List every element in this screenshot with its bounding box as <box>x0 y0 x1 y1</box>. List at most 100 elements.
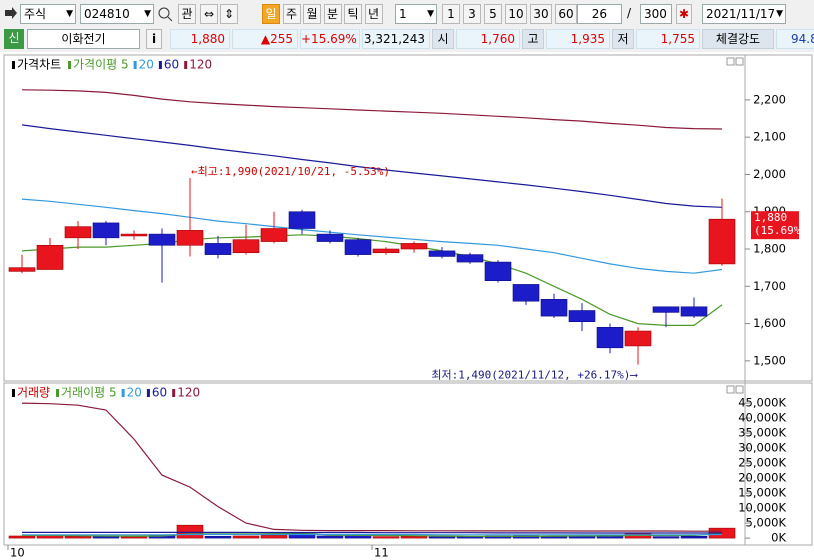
search-icon[interactable] <box>167 16 173 22</box>
legend-marker <box>12 61 15 69</box>
volume-bar <box>64 535 92 539</box>
code: 024810 <box>84 7 130 21</box>
volume-bar <box>92 536 120 539</box>
ma-line <box>21 89 723 130</box>
interval-button[interactable]: 60 <box>555 4 577 24</box>
candle-body <box>512 284 540 302</box>
unit-select[interactable]: 1 ▼ <box>395 4 437 24</box>
candle-body <box>260 228 288 242</box>
info-button[interactable]: i <box>146 29 162 49</box>
x-tick-label: 11 <box>374 546 389 560</box>
interval-button[interactable]: 5 <box>484 4 502 24</box>
legend-label: 120 <box>189 58 212 72</box>
panel-title: 거래량 <box>17 386 50 400</box>
legend-label: 거래이평 5 <box>61 386 117 400</box>
period-button[interactable]: 분 <box>323 4 342 24</box>
code-input[interactable]: 024810 ▼ <box>80 4 154 24</box>
low: 1,755 <box>636 29 700 49</box>
price-tag: (15.69%) <box>754 224 807 237</box>
panel-control[interactable] <box>726 57 735 66</box>
legend-marker <box>56 389 59 397</box>
candle-body <box>568 310 596 323</box>
volume-bar <box>344 535 372 539</box>
search-icon[interactable] <box>158 7 170 19</box>
panel-control[interactable] <box>726 385 735 394</box>
legend-label: 20 <box>127 386 142 400</box>
market-select[interactable]: 주식 ▼ <box>20 4 76 24</box>
total-input[interactable]: 300 <box>640 4 672 24</box>
volume: 3,321,243 <box>362 29 430 49</box>
y-tick-label: 40,000K <box>738 411 786 425</box>
unit: 1 <box>399 7 407 21</box>
legend-label: 가격이평 5 <box>73 58 129 72</box>
candle-body <box>204 243 232 255</box>
price-tag: 1,880 <box>754 211 787 224</box>
candle-body <box>596 326 624 349</box>
y-tick-label: 20,000K <box>738 471 786 485</box>
change: ▲255 <box>232 29 298 49</box>
interval-button[interactable]: 10 <box>505 4 527 24</box>
price-tag-bg <box>751 211 799 240</box>
volume-bar <box>652 536 680 539</box>
x-tick-label: 10 <box>10 546 25 560</box>
candle-body <box>316 233 344 242</box>
ma-line <box>21 198 723 274</box>
y-tick-label: 35,000K <box>738 426 786 440</box>
legend-label: 60 <box>152 386 167 400</box>
y-tick-label: 25,000K <box>738 456 786 470</box>
y-tick-label: 1,800 <box>753 242 786 256</box>
candle-body <box>36 244 64 270</box>
legend-label: 20 <box>139 58 154 72</box>
candle-body <box>176 230 204 246</box>
icon-button[interactable]: ⇔ <box>200 4 218 24</box>
interval-button[interactable]: 3 <box>463 4 481 24</box>
candle-body <box>428 250 456 257</box>
period-button[interactable]: 일 <box>262 4 280 24</box>
y-tick-label: 2,000 <box>753 167 786 181</box>
candle-body <box>372 248 400 254</box>
candle-body <box>148 233 176 246</box>
count-input[interactable]: 26 <box>577 4 622 24</box>
stock-name: 이화전기 <box>27 29 140 49</box>
menu-icon[interactable] <box>5 7 17 19</box>
volume-bar <box>428 536 456 539</box>
period-button[interactable]: 년 <box>364 4 383 24</box>
period-button[interactable]: 월 <box>303 4 321 24</box>
candle-body <box>92 222 120 239</box>
refresh-button[interactable]: ✱ <box>676 4 692 24</box>
price: 1,880 <box>170 29 230 49</box>
volume-panel <box>3 382 813 546</box>
interval-button[interactable]: 1 <box>442 4 460 24</box>
date-select[interactable]: 2021/11/17 ▼ <box>702 4 786 24</box>
candle-body <box>456 254 484 263</box>
open-label: 시 <box>432 29 454 49</box>
volume-bar <box>232 535 260 539</box>
legend-marker <box>146 389 150 397</box>
candle-body <box>708 218 736 265</box>
y-tick-label: 5,000K <box>746 516 787 530</box>
candle-body <box>400 243 428 250</box>
y-tick-label: 1,600 <box>753 316 786 330</box>
legend-label: 120 <box>177 386 200 400</box>
period-button[interactable]: 주 <box>282 4 301 24</box>
ma-line <box>21 402 722 532</box>
candle-body <box>120 233 148 237</box>
y-tick-label: 1,700 <box>753 279 786 293</box>
volume-bar <box>120 536 148 539</box>
volume-bar <box>372 536 400 539</box>
y-tick-label: 2,200 <box>753 92 786 106</box>
candle-body <box>344 239 372 255</box>
y-tick-label: 45,000K <box>738 396 786 410</box>
group-button[interactable]: 관 <box>178 4 196 24</box>
candle-body <box>624 330 652 347</box>
panel-control[interactable] <box>735 57 744 66</box>
spin-button[interactable]: ⇕ <box>220 4 238 24</box>
interval-button[interactable]: 30 <box>530 4 552 24</box>
panel-control[interactable] <box>735 385 744 394</box>
volume-bar <box>680 535 708 539</box>
period-button[interactable]: 틱 <box>344 4 362 24</box>
volume-bar <box>204 535 232 539</box>
y-tick-label: 30,000K <box>738 441 786 455</box>
